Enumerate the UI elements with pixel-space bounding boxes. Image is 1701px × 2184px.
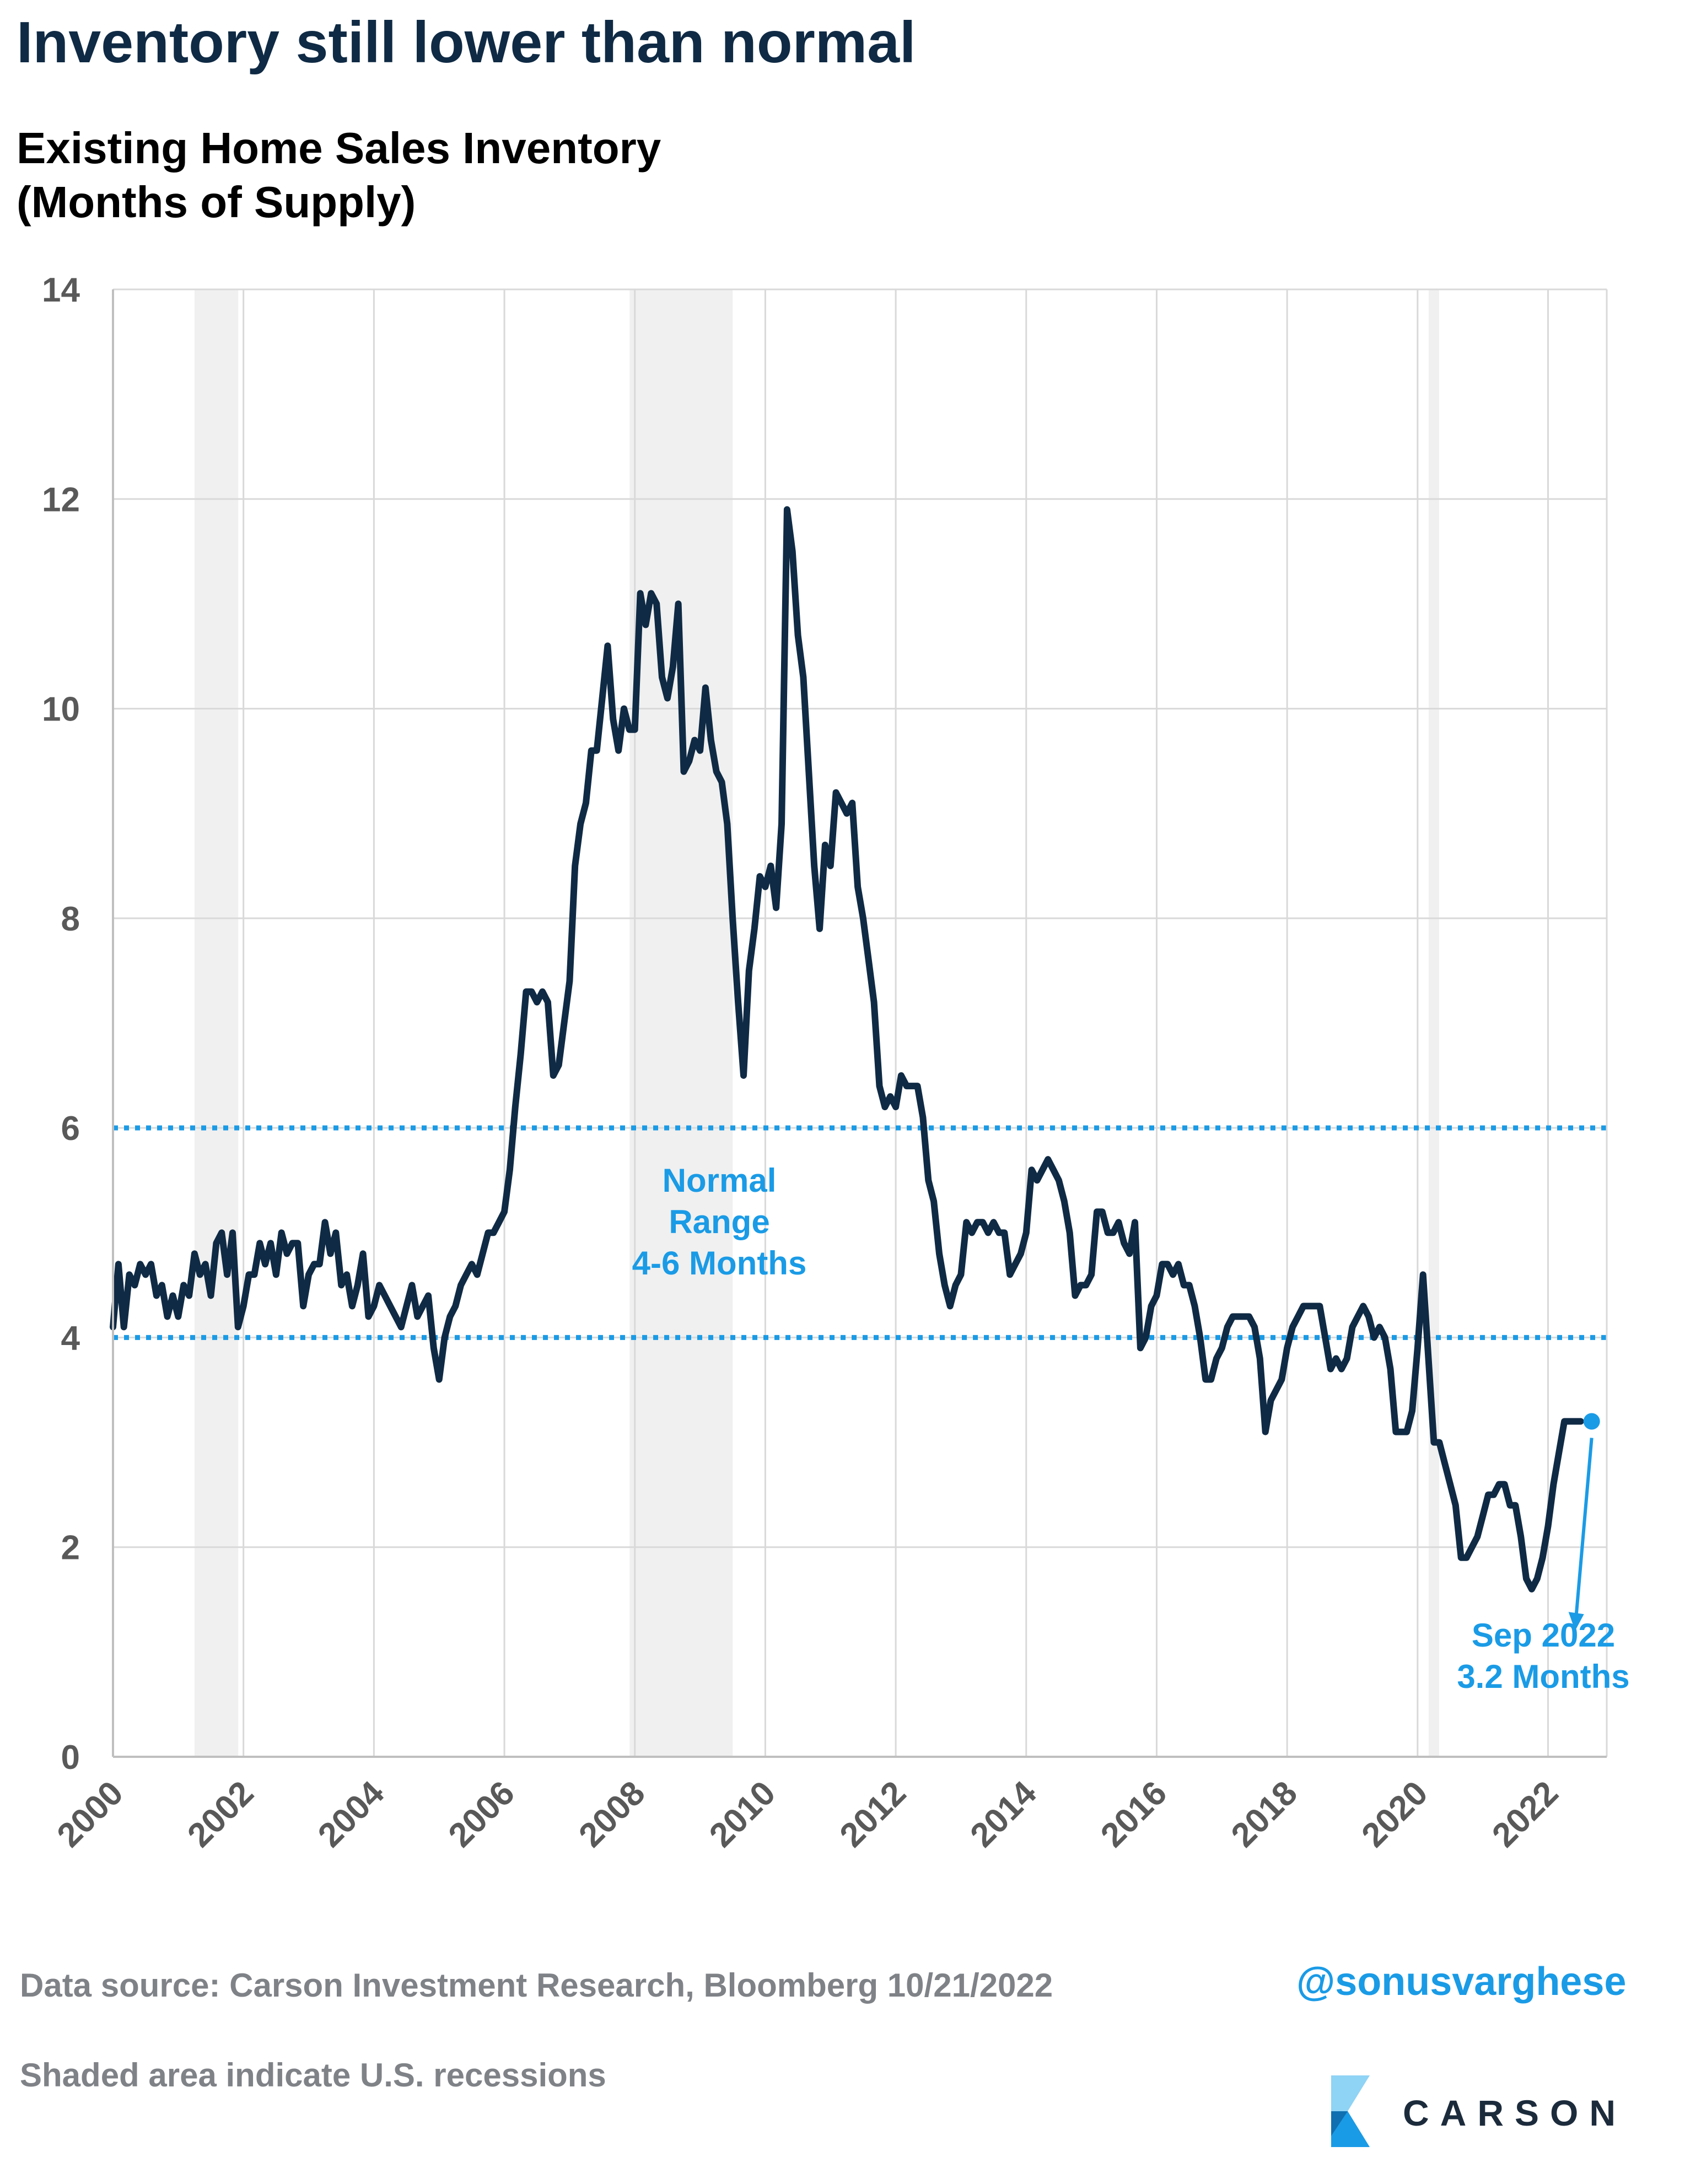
last-point-label: Sep 2022 [1472,1617,1615,1654]
recession-note: Shaded area indicate U.S. recessions [20,2057,606,2094]
y-tick-label: 0 [61,1739,80,1777]
x-tick-label: 2004 [311,1774,392,1855]
last-point-arrowhead [1568,1612,1584,1631]
x-tick-label: 2018 [1224,1774,1305,1854]
inventory-series-line [110,506,1584,1593]
recession-shading [194,289,1439,1757]
y-tick-label: 4 [61,1319,80,1357]
normal-range-label: 4-6 Months [632,1245,807,1282]
axes: 0 2 4 6 8 10 12 14 2000 2002 2004 2006 2008 2010 2012 2… [42,271,1608,1855]
annotations: Normal Range 4-6 Months Sep 2022 3.2 Months [632,1162,1630,1695]
last-point-label: 3.2 Months [1457,1658,1629,1695]
carson-logo-icon [1331,2075,1370,2147]
carson-logo-wordmark: CARSON [1403,2092,1627,2133]
recession-band [629,289,733,1757]
y-tick-label: 6 [61,1110,80,1148]
line-chart: 0 2 4 6 8 10 12 14 2000 2002 2004 2006 2008 2010 2012 2… [42,271,1630,1855]
y-tick-label: 2 [61,1529,80,1567]
subtitle-line-2: (Months of Supply) [17,177,416,227]
recession-band [194,289,239,1757]
x-tick-label: 2014 [963,1774,1044,1855]
x-tick-label: 2008 [572,1774,652,1854]
x-tick-label: 2006 [442,1774,522,1854]
last-point-arrow [1574,1438,1594,1616]
subtitle-line-1: Existing Home Sales Inventory [17,123,661,173]
normal-range-label: Range [669,1203,769,1240]
x-tick-label: 2016 [1094,1774,1174,1854]
series [110,506,1584,1593]
y-tick-label: 14 [42,271,80,309]
normal-range-label: Normal [663,1162,777,1199]
last-point-marker [1583,1413,1600,1430]
x-tick-label: 2000 [50,1774,131,1854]
y-tick-label: 12 [42,481,80,519]
carson-logo: CARSON [1320,2070,1629,2153]
chart-title: Inventory still lower than normal [17,10,916,75]
y-tick-label: 8 [61,900,80,938]
chart-subtitle: Existing Home Sales Inventory (Months of… [17,121,661,229]
x-tick-label: 2012 [833,1774,913,1854]
x-tick-label: 2010 [702,1774,783,1854]
data-source-note: Data source: Carson Investment Research,… [20,1967,1053,2004]
x-tick-label: 2020 [1354,1774,1435,1854]
twitter-handle[interactable]: @sonusvarghese [1296,1960,1627,2004]
x-tick-label: 2022 [1485,1774,1565,1854]
gridlines [112,288,1607,1758]
recession-band [1428,289,1439,1757]
y-tick-label: 10 [42,691,80,729]
x-tick-label: 2002 [180,1774,261,1854]
